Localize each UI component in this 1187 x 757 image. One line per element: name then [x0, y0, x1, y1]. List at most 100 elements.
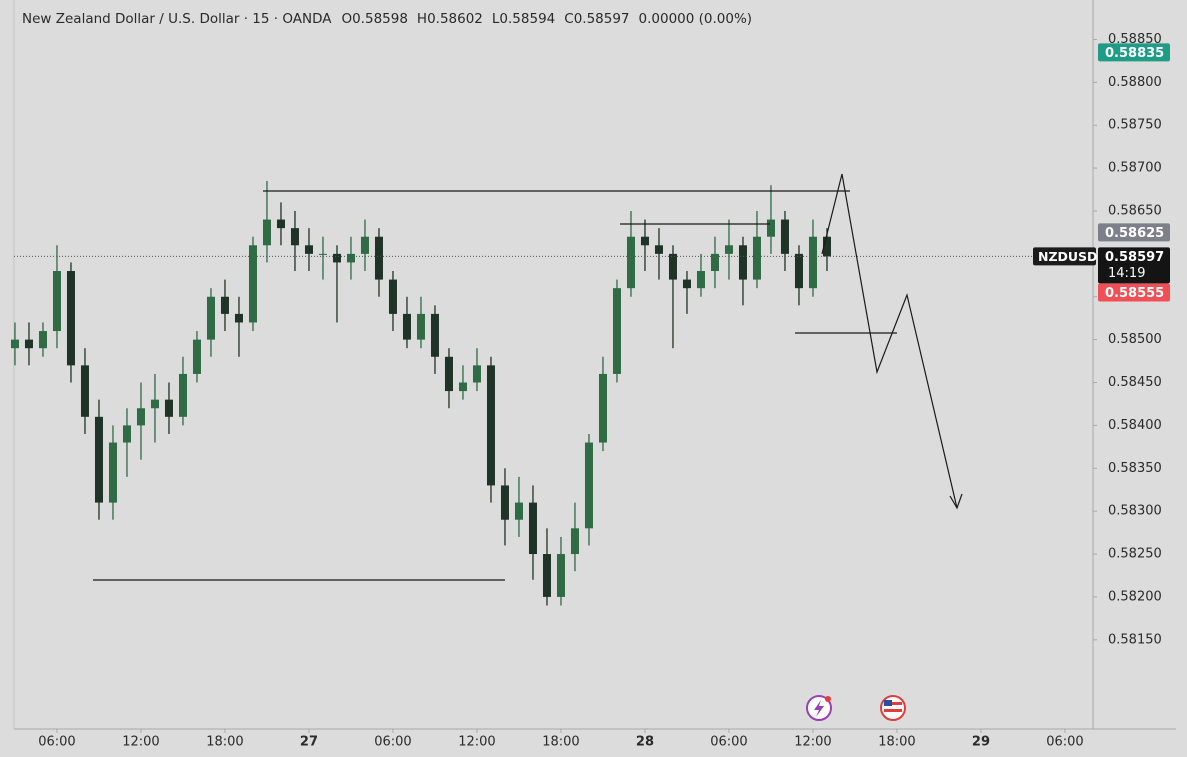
ohlc-value: L0.58594: [492, 11, 555, 27]
y-tick-label: 0.58650: [1108, 203, 1162, 218]
candle-body: [304, 245, 313, 254]
y-tick-label: 0.58150: [1108, 632, 1162, 647]
candle-body: [556, 554, 565, 597]
price-tag-label: 0.58835: [1105, 46, 1164, 61]
candle-body: [794, 253, 803, 289]
candle-body: [430, 313, 439, 357]
current-price-label: 0.58597: [1105, 250, 1164, 265]
candle-body: [654, 245, 663, 254]
candle-body: [444, 356, 453, 392]
x-tick-label: 12:00: [794, 735, 831, 750]
candle-body: [164, 399, 173, 417]
candle-body: [66, 271, 75, 366]
candle-body: [682, 279, 691, 289]
x-tick-label: 29: [972, 735, 990, 750]
y-tick-label: 0.58500: [1108, 332, 1162, 347]
candle-body: [528, 502, 537, 555]
drawings: [93, 173, 963, 581]
y-tick-label: 0.58250: [1108, 547, 1162, 562]
candle-body: [94, 416, 103, 503]
candle-body: [640, 236, 649, 246]
y-tick-label: 0.58450: [1108, 375, 1162, 390]
candle-body: [276, 219, 285, 229]
symbol-tag: [1033, 247, 1096, 266]
candle-body: [458, 382, 467, 392]
y-tick-label: 0.58850: [1108, 32, 1162, 47]
candle-body: [220, 296, 229, 314]
candle-body: [38, 331, 47, 349]
ohlc-value: C0.58597: [564, 11, 629, 27]
candle-body: [248, 245, 257, 323]
candle-body: [514, 502, 523, 520]
x-tick-label: 12:00: [122, 735, 159, 750]
candle-body: [738, 245, 747, 280]
candle-body: [346, 253, 355, 263]
candle-body: [108, 442, 117, 503]
y-tick-label: 0.58350: [1108, 461, 1162, 476]
candle-body: [570, 528, 579, 555]
bolt: [814, 700, 824, 717]
ohlc-value: 0.00000 (0.00%): [639, 11, 753, 27]
event-icons: [806, 695, 906, 721]
x-tick-label: 12:00: [458, 735, 495, 750]
candle-body: [542, 554, 551, 597]
flag-canton: [884, 700, 892, 706]
candle-body: [290, 228, 299, 246]
candle-body: [318, 253, 327, 255]
candle-body: [626, 236, 635, 289]
candle-body: [234, 313, 243, 323]
candle-body: [486, 365, 495, 486]
candle-body: [332, 253, 341, 263]
candle-body: [724, 245, 733, 254]
candle-body: [136, 408, 145, 426]
x-tick-label: 06:00: [374, 735, 411, 750]
ohlc-value: O0.58598: [341, 11, 407, 27]
flag-stripe: [884, 702, 902, 705]
candle-body: [696, 271, 705, 289]
x-tick-label: 27: [300, 735, 318, 750]
candle-body: [584, 442, 593, 529]
candle-body: [24, 339, 33, 349]
candle-body: [472, 365, 481, 383]
candle-body: [122, 425, 131, 443]
badge: [825, 696, 831, 702]
candle-body: [780, 219, 789, 254]
arrow-head: [949, 493, 963, 510]
x-tick-label: 06:00: [710, 735, 747, 750]
x-tick-label: 18:00: [878, 735, 915, 750]
candle-body: [52, 271, 61, 332]
chart-title: New Zealand Dollar / U.S. Dollar · 15 · …: [22, 11, 332, 27]
price-tag-label: 0.58625: [1105, 226, 1164, 241]
y-tick-label: 0.58400: [1108, 418, 1162, 433]
candle-body: [206, 296, 215, 340]
candle-body: [808, 236, 817, 289]
y-tick-label: 0.58200: [1108, 589, 1162, 604]
symbol-label: NZDUSD: [1038, 249, 1097, 264]
candle-body: [500, 485, 509, 520]
flag-icon: [880, 695, 906, 721]
candle-body: [752, 236, 761, 280]
candle-body: [598, 373, 607, 443]
candle-body: [612, 288, 621, 374]
candle-body: [178, 373, 187, 417]
candle-body: [668, 253, 677, 280]
candle-body: [402, 313, 411, 340]
x-tick-label: 18:00: [206, 735, 243, 750]
x-tick-label: 06:00: [38, 735, 75, 750]
candle-body: [766, 219, 775, 237]
candle-body: [388, 279, 397, 314]
price-tag: [1098, 223, 1170, 242]
candle-body: [80, 365, 89, 417]
price-tag: [1098, 283, 1170, 302]
candle-body: [192, 339, 201, 374]
candle-body: [710, 253, 719, 272]
ohlc-value: H0.58602: [417, 11, 483, 27]
price-tag: [1098, 43, 1170, 62]
y-tick-label: 0.58800: [1108, 75, 1162, 90]
current-price-tag: [1098, 247, 1170, 284]
x-tick-label: 06:00: [1046, 735, 1083, 750]
candle-body: [822, 236, 831, 257]
candle-body: [416, 313, 425, 340]
x-tick-label: 18:00: [542, 735, 579, 750]
